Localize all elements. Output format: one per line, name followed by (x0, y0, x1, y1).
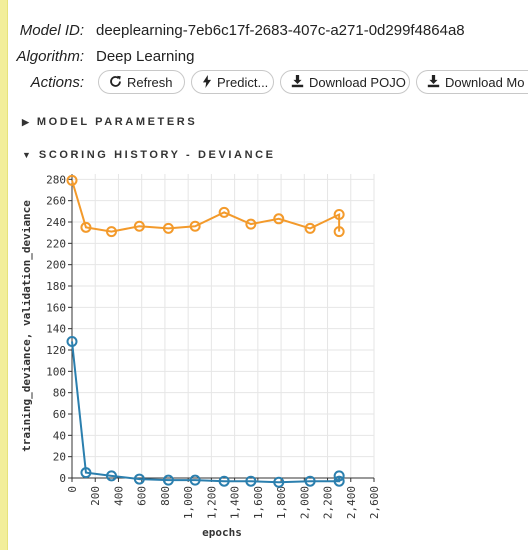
scoring-history-chart: 0 20 40 60 80 100 120 140 160 180 200 220 240 260 280 0… (20, 166, 388, 546)
refresh-icon (109, 75, 122, 90)
training-point (333, 475, 345, 487)
scoring-history-title: SCORING HISTORY - DEVIANCE (38, 149, 276, 161)
chart-svg: 0 20 40 60 80 100 120 140 160 180 200 220 240 260 280 0… (20, 173, 381, 539)
y-tick-label: 120 (46, 344, 66, 357)
training-point (133, 473, 145, 485)
refresh-label: Refresh (127, 74, 173, 90)
x-tick-label: 2,400 (345, 486, 358, 519)
training-point (245, 475, 257, 487)
validation-point (162, 222, 174, 234)
x-tick-label: 2,600 (368, 486, 381, 519)
x-tick-label: 400 (112, 486, 125, 506)
training-line (71, 341, 341, 484)
y-tick-label: 100 (46, 365, 66, 378)
download-mojo-label: Download Mo (445, 74, 525, 90)
y-tick-label: 140 (46, 323, 66, 336)
actions-row: Actions: (0, 74, 84, 91)
x-tick-label: 2,000 (298, 486, 311, 519)
model-parameters-toggle[interactable]: ▶ MODEL PARAMETERS (22, 116, 197, 128)
training-point (304, 475, 316, 487)
x-tick-label: 200 (89, 486, 102, 506)
x-tick-label: 2,200 (322, 486, 335, 519)
caret-down-icon: ▼ (22, 150, 31, 160)
download-pojo-button[interactable]: Download POJO (280, 70, 410, 94)
scoring-history-toggle[interactable]: ▼ SCORING HISTORY - DEVIANCE (22, 149, 276, 161)
x-tick-label: 1,200 (205, 486, 218, 519)
validation-line (71, 180, 341, 233)
x-tick-label: 1,400 (229, 486, 242, 519)
refresh-button[interactable]: Refresh (98, 70, 185, 94)
validation-point (273, 213, 285, 225)
validation-point (333, 209, 345, 221)
y-tick-label: 80 (53, 387, 66, 400)
training-point (218, 475, 230, 487)
training-point (105, 470, 117, 482)
predict-label: Predict... (217, 74, 269, 90)
training-point (66, 335, 78, 347)
validation-point (133, 220, 145, 232)
chart-series (66, 174, 345, 488)
validation-point (333, 226, 345, 238)
download-icon (291, 74, 304, 90)
y-tick-label: 0 (59, 472, 66, 485)
predict-button[interactable]: Predict... (191, 70, 274, 94)
y-tick-label: 20 (53, 451, 66, 464)
caret-right-icon: ▶ (22, 116, 29, 127)
y-tick-label: 240 (46, 216, 66, 229)
algorithm-value: Deep Learning (96, 48, 195, 65)
x-tick-label: 600 (136, 486, 149, 506)
training-point (80, 467, 92, 479)
model-id-key: Model ID: (19, 22, 84, 39)
y-axis-label: training_deviance, validation_deviance (22, 200, 33, 452)
actions-key: Actions: (30, 74, 84, 91)
model-parameters-title: MODEL PARAMETERS (36, 116, 198, 128)
x-tick-label: 1,000 (182, 486, 195, 519)
model-id-value: deeplearning-7eb6c17f-2683-407c-a271-0d2… (96, 22, 465, 39)
training-point (162, 474, 174, 486)
action-buttons: Refresh Predict... Download POJO Downloa… (98, 70, 528, 94)
left-accent-line (7, 0, 8, 550)
chart-grid (71, 174, 375, 479)
y-tick-label: 220 (46, 237, 66, 250)
y-tick-label: 280 (46, 173, 66, 186)
algorithm-row: Algorithm: Deep Learning (0, 48, 194, 65)
download-icon (427, 74, 440, 90)
x-tick-label: 800 (159, 486, 172, 506)
download-mojo-button[interactable]: Download Mo (416, 70, 528, 94)
validation-point (105, 226, 117, 238)
y-tick-label: 260 (46, 195, 66, 208)
validation-point (66, 174, 78, 186)
download-pojo-label: Download POJO (309, 74, 406, 90)
chart-axes: 0 20 40 60 80 100 120 140 160 180 200 220 240 260 280 0… (46, 173, 381, 519)
training-point (189, 474, 201, 486)
validation-point (218, 206, 230, 218)
x-tick-label: 0 (66, 486, 79, 493)
y-tick-label: 180 (46, 280, 66, 293)
y-tick-label: 40 (53, 429, 66, 442)
validation-point (304, 222, 316, 234)
validation-point (189, 220, 201, 232)
y-tick-label: 200 (46, 259, 66, 272)
y-tick-label: 160 (46, 301, 66, 314)
bolt-icon (202, 74, 212, 90)
x-tick-label: 1,800 (275, 486, 288, 519)
left-accent-bar (0, 0, 7, 550)
training-point (273, 476, 285, 488)
x-axis-label: epochs (202, 526, 242, 539)
validation-point (245, 218, 257, 230)
algorithm-key: Algorithm: (16, 48, 84, 65)
model-id-row: Model ID: deeplearning-7eb6c17f-2683-407… (0, 22, 465, 39)
validation-point (80, 221, 92, 233)
training-point (333, 470, 345, 482)
x-tick-label: 1,600 (252, 486, 265, 519)
y-tick-label: 60 (53, 408, 66, 421)
